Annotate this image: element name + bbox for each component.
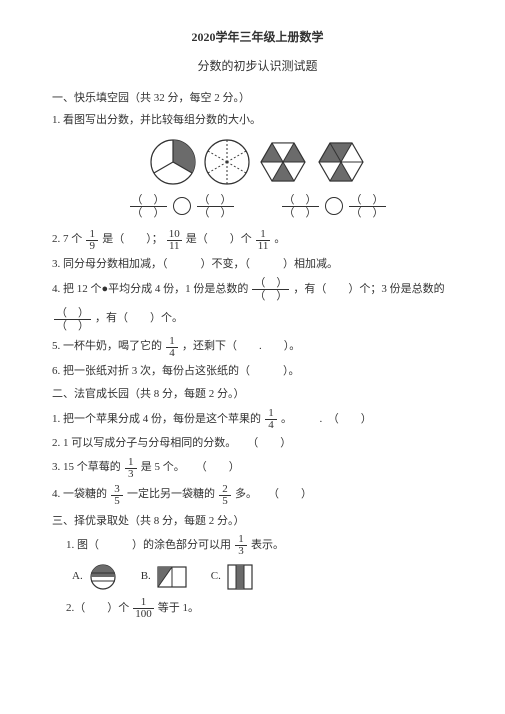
option-label: B. — [141, 568, 151, 586]
fraction-1-3: 13 — [235, 534, 247, 557]
option-label: A. — [72, 568, 83, 586]
q1-shapes — [52, 138, 463, 186]
q1-2: 2. 7 个 19 是（ ）； 1011 是（ ）个 111 。 — [52, 229, 463, 252]
text: ，还剩下（ . ）。 — [182, 338, 300, 356]
fraction-1-100: 1100 — [133, 597, 154, 620]
option-a: A. — [72, 563, 117, 591]
q3-1-options: A. B. C. — [72, 563, 463, 591]
option-c: C. — [211, 564, 253, 590]
section-3-head: 三、择优录取处（共 8 分，每题 2 分。） — [52, 513, 463, 531]
blank-fraction: （ ）（ ） — [349, 194, 386, 219]
q1-1: 1. 看图写出分数，并比较每组分数的大小。 — [52, 112, 463, 130]
option-b-shape — [157, 566, 187, 588]
fraction-1-9: 19 — [86, 229, 98, 252]
text: 4. 一袋糖的 — [52, 486, 107, 504]
text: 一定比另一袋糖的 — [127, 486, 215, 504]
blank-fraction: （ ）（ ） — [130, 194, 167, 219]
option-b: B. — [141, 566, 187, 588]
blank-fraction: （ ）（ ） — [54, 307, 91, 332]
text: 2.（ ）个 — [66, 600, 129, 618]
text: 5. 一杯牛奶，喝了它的 — [52, 338, 162, 356]
fraction-2-5: 25 — [219, 484, 231, 507]
text: 等于 1。 — [158, 600, 199, 618]
option-c-shape — [227, 564, 253, 590]
text: 4. 把 12 个●平均分成 4 份，1 份是总数的 — [52, 281, 248, 299]
page-title: 2020学年三年级上册数学 — [52, 28, 463, 47]
fraction-1-11: 111 — [256, 229, 271, 252]
compare-right: （ ）（ ） （ ）（ ） — [280, 194, 388, 219]
q1-6: 6. 把一张纸对折 3 次，每份占这张纸的（ ）。 — [52, 363, 463, 381]
text: 。 . （ ） — [281, 411, 372, 429]
blank-fraction: （ ）（ ） — [282, 194, 319, 219]
blank-fraction: （ ）（ ） — [252, 277, 289, 302]
q3-1: 1. 图（ ）的涂色部分可以用 13 表示。 — [66, 534, 463, 557]
q1-compare: （ ）（ ） （ ）（ ） （ ）（ ） （ ）（ ） — [52, 194, 463, 219]
pie-1 — [149, 138, 197, 186]
q2-1: 1. 把一个苹果分成 4 份，每份是这个苹果的 14 。 . （ ） — [52, 408, 463, 431]
fraction-10-11: 1011 — [167, 229, 182, 252]
page-subtitle: 分数的初步认识测试题 — [52, 57, 463, 76]
q1-4b: （ ）（ ） ，有（ ）个。 — [52, 307, 463, 332]
text: 表示。 — [251, 537, 284, 555]
compare-left: （ ）（ ） （ ）（ ） — [128, 194, 236, 219]
text: 。 — [274, 231, 285, 249]
text: 是 5 个。 （ ） — [141, 459, 240, 477]
text: 1. 把一个苹果分成 4 份，每份是这个苹果的 — [52, 411, 261, 429]
text: 是（ ）； — [102, 231, 163, 249]
compare-circle — [173, 197, 191, 215]
q3-2: 2.（ ）个 1100 等于 1。 — [66, 597, 463, 620]
text: 多。 （ ） — [235, 486, 312, 504]
q2-2: 2. 1 可以写成分子与分母相同的分数。 （ ） — [52, 435, 463, 453]
text: 1. 图（ ）的涂色部分可以用 — [66, 537, 231, 555]
fraction-1-3: 13 — [125, 457, 137, 480]
fraction-1-4: 14 — [265, 408, 277, 431]
option-label: C. — [211, 568, 221, 586]
text: 3. 15 个草莓的 — [52, 459, 121, 477]
text: ，有（ ）个；3 份是总数的 — [293, 281, 444, 299]
section-2-head: 二、法官成长园（共 8 分，每题 2 分。） — [52, 386, 463, 404]
text: 2. 7 个 — [52, 231, 82, 249]
q2-4: 4. 一袋糖的 35 一定比另一袋糖的 25 多。 （ ） — [52, 484, 463, 507]
fraction-1-4: 14 — [166, 336, 178, 359]
pie-2 — [203, 138, 251, 186]
q1-3: 3. 同分母分数相加减，（ ）不变，（ ）相加减。 — [52, 256, 463, 274]
compare-circle — [325, 197, 343, 215]
q1-4a: 4. 把 12 个●平均分成 4 份，1 份是总数的 （ ）（ ） ，有（ ）个… — [52, 277, 463, 302]
hexagon-1 — [257, 138, 309, 186]
hexagon-2 — [315, 138, 367, 186]
blank-fraction: （ ）（ ） — [197, 194, 234, 219]
text: 是（ ）个 — [186, 231, 252, 249]
q2-3: 3. 15 个草莓的 13 是 5 个。 （ ） — [52, 457, 463, 480]
section-1-head: 一、快乐填空园（共 32 分，每空 2 分。） — [52, 90, 463, 108]
q1-5: 5. 一杯牛奶，喝了它的 14 ，还剩下（ . ）。 — [52, 336, 463, 359]
option-a-shape — [89, 563, 117, 591]
text: ，有（ ）个。 — [95, 310, 183, 328]
fraction-3-5: 35 — [111, 484, 123, 507]
